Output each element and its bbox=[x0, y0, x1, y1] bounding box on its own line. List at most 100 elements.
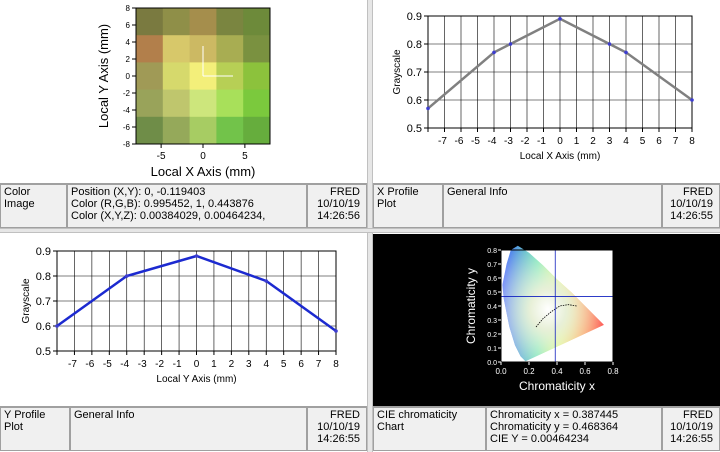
pixel-cell bbox=[243, 62, 271, 91]
cie-y-readout: CIE Y = 0.00464234 bbox=[490, 433, 589, 445]
pixel-cell bbox=[243, 8, 271, 36]
color-image-info-row: Color Image Position (X,Y): 0, -0.119403… bbox=[0, 183, 367, 228]
y-axis-label: Grayscale bbox=[21, 278, 32, 323]
x-tick-label: -6 bbox=[85, 359, 94, 370]
stamp-date: 10/10/19 bbox=[670, 198, 713, 210]
x-tick-label: 3 bbox=[246, 359, 252, 370]
y-profile-plot[interactable]: 0.5 0.6 0.7 0.8 0.9 -7 -6 -5 -4 -3 -2 -1 0 1 2 3 4 5 6 7 8 Lo… bbox=[0, 234, 367, 406]
general-info-text: General Info bbox=[74, 409, 135, 421]
x-tick-label: 5 bbox=[640, 136, 646, 147]
x-tick-label: 5 bbox=[242, 151, 248, 162]
x-tick-label: -2 bbox=[521, 136, 530, 147]
data-point bbox=[334, 329, 338, 333]
stamp-app: FRED bbox=[683, 409, 713, 421]
y-profile-type-label[interactable]: Y Profile Plot bbox=[0, 407, 70, 451]
y-tick-label: 0.5 bbox=[36, 346, 51, 358]
x-tick-label: -3 bbox=[504, 136, 513, 147]
y-tick-label: 0.7 bbox=[487, 262, 497, 269]
pixel-cell bbox=[243, 116, 271, 145]
y-tick-label: 0.6 bbox=[36, 321, 51, 333]
y-profile-pane[interactable]: 0.5 0.6 0.7 0.8 0.9 -7 -6 -5 -4 -3 -2 -1 0 1 2 3 4 5 6 7 8 Lo… bbox=[0, 234, 367, 406]
x-profile-type-label[interactable]: X Profile Plot bbox=[373, 184, 443, 228]
y-tick-label: 0.6 bbox=[407, 95, 422, 107]
x-tick-label: -4 bbox=[488, 136, 497, 147]
pixel-cell bbox=[189, 89, 217, 118]
pixel-cell bbox=[136, 89, 164, 118]
chromaticity-x-readout: Chromaticity x = 0.387445 bbox=[490, 409, 619, 421]
y-profile-info-row: Y Profile Plot General Info FRED 10/10/1… bbox=[0, 406, 367, 451]
pixel-cell bbox=[136, 116, 164, 145]
pixel-cell bbox=[216, 116, 244, 145]
color-image-info: Position (X,Y): 0, -0.119403 Color (R,G,… bbox=[67, 184, 307, 228]
x-tick-label: 7 bbox=[673, 136, 679, 147]
x-profile-pane[interactable]: 0.5 0.6 0.7 0.8 0.9 -7 -6 -5 -4 -3 -2 -1 0 1 2 3 4 5 6 7 8 Lo… bbox=[373, 0, 720, 183]
data-point bbox=[124, 274, 129, 278]
x-profile-info: General Info bbox=[443, 184, 662, 228]
data-point bbox=[426, 106, 430, 111]
x-tick-label: 0.8 bbox=[607, 367, 619, 376]
stamp-date: 10/10/19 bbox=[317, 421, 360, 433]
x-profile-info-row: X Profile Plot General Info FRED 10/10/1… bbox=[373, 183, 720, 228]
x-tick-label: -4 bbox=[120, 359, 129, 370]
y-axis-label: Grayscale bbox=[392, 49, 403, 94]
pixel-cell bbox=[162, 89, 191, 118]
stamp-date: 10/10/19 bbox=[317, 198, 360, 210]
color-image-type-label[interactable]: Color Image bbox=[0, 184, 67, 228]
data-point bbox=[264, 279, 269, 283]
cie-info: Chromaticity x = 0.387445 Chromaticity y… bbox=[486, 407, 662, 451]
cie-pane[interactable]: 0.0 0.2 0.4 0.6 0.8 0.0 0.1 0.2 0.3 0.4 0.5 0.6 0.7 0… bbox=[373, 234, 720, 406]
x-tick-label: -2 bbox=[155, 359, 164, 370]
y-tick-label: 0.9 bbox=[36, 246, 51, 258]
x-tick-label: 3 bbox=[607, 136, 613, 147]
data-point bbox=[624, 50, 628, 55]
cie-plot[interactable]: 0.0 0.2 0.4 0.6 0.8 0.0 0.1 0.2 0.3 0.4 0.5 0.6 0.7 0… bbox=[373, 234, 720, 406]
y-tick-label: 2 bbox=[126, 55, 131, 64]
x-tick-label: -7 bbox=[438, 136, 447, 147]
pixel-cell bbox=[216, 89, 244, 118]
x-profile-plot[interactable]: 0.5 0.6 0.7 0.8 0.9 -7 -6 -5 -4 -3 -2 -1 0 1 2 3 4 5 6 7 8 Lo… bbox=[373, 0, 720, 183]
color-image-plot[interactable]: 8 6 4 2 0 -2 -4 -6 -8 -5 0 5 Local X Axis (mm) Local … bbox=[0, 0, 367, 183]
vertical-splitter[interactable] bbox=[367, 0, 373, 452]
y-axis-label: Local Y Axis (mm) bbox=[96, 24, 111, 128]
horizontal-splitter[interactable] bbox=[0, 228, 720, 233]
pixel-cell bbox=[216, 35, 244, 63]
pixel-cell bbox=[243, 89, 271, 118]
data-point bbox=[508, 42, 513, 46]
x-tick-label: 2 bbox=[590, 136, 596, 147]
y-tick-label: 0.8 bbox=[36, 271, 51, 283]
stamp-app: FRED bbox=[683, 186, 713, 198]
x-tick-label: 8 bbox=[333, 359, 339, 370]
pixel-cell bbox=[216, 8, 244, 36]
stamp-app: FRED bbox=[330, 409, 360, 421]
x-tick-label: -5 bbox=[103, 359, 112, 370]
data-point bbox=[492, 50, 496, 55]
color-image-pane[interactable]: 8 6 4 2 0 -2 -4 -6 -8 -5 0 5 Local X Axis (mm) Local … bbox=[0, 0, 367, 183]
y-tick-label: 0.9 bbox=[407, 11, 422, 23]
x-tick-label: 0 bbox=[557, 136, 563, 147]
data-point bbox=[194, 254, 199, 258]
position-readout: Position (X,Y): 0, -0.119403 bbox=[71, 186, 206, 198]
x-tick-label: 5 bbox=[281, 359, 287, 370]
data-point bbox=[558, 17, 562, 21]
y-tick-label: 0.7 bbox=[407, 67, 422, 79]
x-tick-label: -1 bbox=[537, 136, 546, 147]
x-tick-label: -3 bbox=[138, 359, 147, 370]
rgb-readout: Color (R,G,B): 0.995452, 1, 0.443876 bbox=[71, 198, 254, 210]
y-tick-label: -8 bbox=[123, 140, 131, 149]
x-tick-label: -1 bbox=[173, 359, 182, 370]
data-point bbox=[607, 42, 612, 46]
pixel-cell bbox=[162, 62, 191, 91]
x-tick-label: 0 bbox=[194, 359, 200, 370]
x-tick-label: 0.4 bbox=[551, 367, 563, 376]
cie-info-row: CIE chromaticity Chart Chromaticity x = … bbox=[373, 406, 720, 451]
x-tick-label: 6 bbox=[298, 359, 304, 370]
x-tick-label: 2 bbox=[229, 359, 235, 370]
x-tick-label: 4 bbox=[263, 359, 269, 370]
panel-type-text: Y Profile Plot bbox=[4, 409, 46, 433]
cie-type-label[interactable]: CIE chromaticity Chart bbox=[373, 407, 486, 451]
y-tick-label: 0.0 bbox=[487, 360, 497, 367]
x-axis-label: Local X Axis (mm) bbox=[520, 151, 601, 162]
y-axis-label: Chromaticity y bbox=[464, 268, 478, 344]
y-tick-label: 0.2 bbox=[487, 332, 497, 339]
y-tick-label: 0.5 bbox=[487, 290, 497, 297]
